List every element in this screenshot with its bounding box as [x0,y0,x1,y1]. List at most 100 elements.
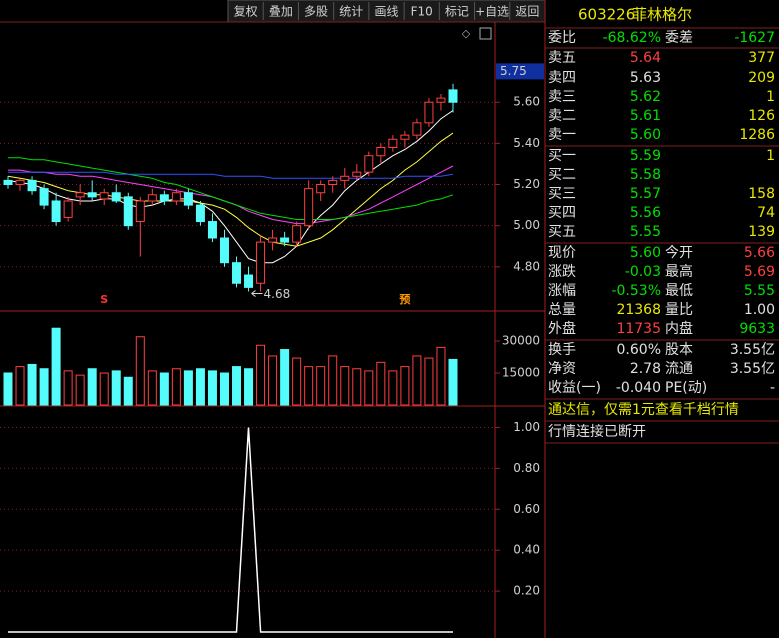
quote-cell: 今开 [665,245,693,261]
y-tick-label: 5.40 [513,136,540,150]
candle-body [436,97,446,103]
candle-body [424,101,434,124]
quote-cell: 买一 [548,148,576,164]
candle-body [171,192,181,202]
signal-marker: S [100,293,108,306]
quote-cell: 买四 [548,205,576,221]
quote-cell: 买二 [548,167,576,183]
candle-body [147,194,157,202]
volume-bar [27,363,37,406]
candle-body [219,237,229,264]
icon[interactable] [479,27,492,40]
candle-body [352,171,362,177]
quote-cell: 换手 [548,341,576,358]
ma-line [7,132,454,247]
volume-bar [39,368,49,406]
ma-line [7,110,454,264]
quote-cell: 1286 [739,127,775,143]
quote-cell: 内盘 [665,320,693,337]
signal-marker: 预 [399,292,410,306]
volume-bar [448,358,458,406]
quote-cell: PE(动) [665,380,707,396]
volume-bar [99,372,109,406]
volume-bar [352,368,362,406]
candle-body [111,192,121,202]
candle-body [15,179,25,186]
stock-name: 菲林格尔 [632,6,692,24]
ma-line [8,171,454,179]
volume-bar [412,355,422,406]
candle-body [400,134,410,140]
candle-body [39,188,49,206]
toolbar-button[interactable]: 叠加 [269,5,293,19]
candle-body [159,194,169,202]
toolbar-button[interactable]: 多股 [304,5,328,19]
volume-bar [388,370,398,406]
quote-cell: 0.60% [617,342,661,358]
candle-body [244,274,254,288]
candle-body [75,192,85,198]
quote-cell: 外盘 [548,320,576,337]
quote-cell: 5.64 [630,50,661,66]
quote-cell: 5.62 [630,89,661,105]
y-tick-label: 15000 [502,366,540,380]
candle-body [195,204,205,223]
candle-body [412,122,422,136]
quote-cell: 1 [766,148,775,164]
volume-bar [63,370,73,406]
toolbar-button[interactable]: 画线 [374,5,398,19]
candle-body [27,179,37,192]
volume-bar [400,366,410,406]
candle-body [87,192,97,198]
quote-cell: 3.55亿 [730,361,775,377]
quote-cell: 11735 [616,321,661,337]
toolbar-button[interactable]: 标记 [445,5,469,19]
volume-bar [183,370,193,406]
toolbar-button[interactable]: +自选 [475,5,509,19]
quote-cell: 5.55 [744,283,775,299]
quote-cell: 卖三 [548,89,576,105]
toolbar-button[interactable]: 复权 [234,5,258,19]
volume-bar [51,327,61,406]
volume-bar [436,346,446,406]
candle-body [376,146,386,157]
volume-bar [195,368,205,406]
quote-cell: 5.69 [744,264,775,280]
candle-body [207,221,217,239]
quote-cell: 最高 [665,263,693,280]
quote-cell: -0.53% [611,283,661,299]
quote-cell: 5.57 [630,186,661,202]
quote-cell: 5.59 [630,148,661,164]
annotation-label: 4.68 [264,287,291,301]
quote-cell: 5.60 [630,127,661,143]
quote-cell: 股本 [665,342,693,358]
toolbar-button[interactable]: 返回 [515,5,539,19]
candle-body [268,237,278,243]
quote-cell: 5.55 [630,224,661,240]
volume-bar [111,370,121,406]
icon[interactable]: ◇ [462,27,471,40]
y-tick-label: 4.80 [513,259,540,273]
candle-body [63,200,73,218]
volume-bar [340,366,350,406]
toolbar-button[interactable]: F10 [411,5,433,19]
candle-body [340,175,350,181]
volume-bar [75,374,85,406]
quote-cell: 卖四 [548,70,576,86]
quote-cell: 5.61 [630,108,661,124]
candle-body [292,225,302,243]
candle-body [316,184,326,194]
candle-body [3,179,13,186]
candle-body [135,200,145,223]
volume-bar [256,344,266,406]
quote-cell: 涨幅 [548,283,576,299]
toolbar-button[interactable]: 统计 [339,5,363,19]
candle-body [183,192,193,206]
quote-cell: -0.03 [625,264,661,280]
quote-cell: 卖二 [548,108,576,124]
volume-bar [171,368,181,406]
y-tick-label: 5.20 [513,177,540,191]
ad-text[interactable]: 通达信，仅需1元查看千档行情 [548,402,739,418]
y-tick-label: 5.60 [513,95,540,109]
